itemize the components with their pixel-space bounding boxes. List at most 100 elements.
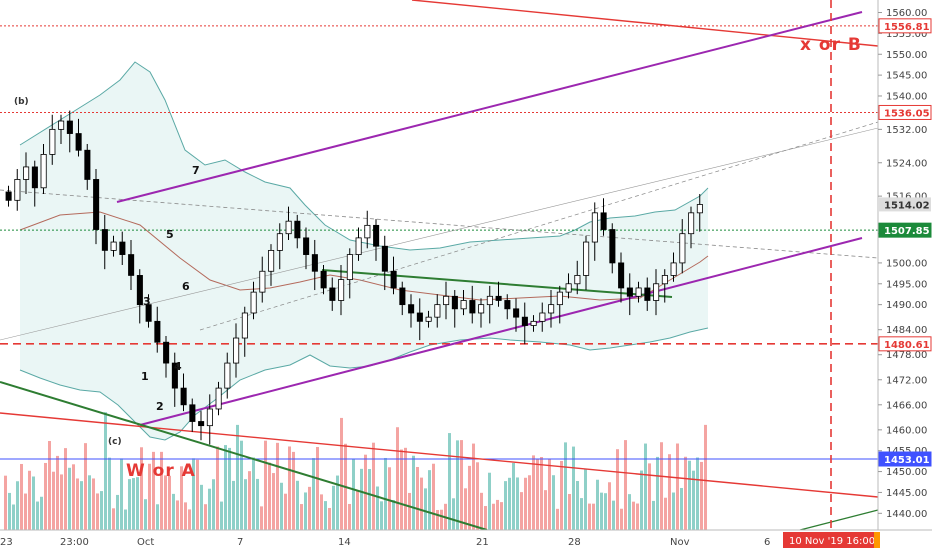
volume-bar [84, 443, 87, 530]
candle-body [583, 241, 590, 276]
price-tick-label: 1532.00 [886, 125, 927, 136]
price-tick-label: 1460.00 [886, 425, 927, 436]
volume-bar [604, 493, 607, 530]
volume-bar [464, 488, 467, 530]
volume-bar [216, 446, 219, 530]
volume-bar [100, 491, 103, 530]
volume-bar [616, 449, 619, 530]
candle-body [5, 191, 12, 201]
volume-bar [132, 478, 135, 530]
red-channel-bottom [0, 412, 879, 498]
volume-bar [96, 493, 99, 530]
price-level-tag [879, 197, 931, 212]
volume-bar [124, 509, 127, 530]
volume-bar [80, 481, 83, 530]
candle-body [469, 300, 476, 314]
volume-bar [676, 443, 679, 530]
volume-bar [304, 492, 307, 530]
candle-body [110, 241, 117, 251]
volume-bar [340, 417, 343, 530]
volume-bar [272, 473, 275, 530]
candle-body [259, 270, 266, 293]
volume-bar [704, 424, 707, 530]
candle-body [276, 233, 283, 251]
volume-bar [48, 441, 51, 530]
volume-bar [168, 475, 171, 530]
volume-bar [428, 470, 431, 530]
candle-body [145, 304, 152, 322]
candle-body [670, 262, 677, 276]
volume-bar [408, 492, 411, 530]
candle-body [618, 262, 625, 289]
volume-bar [56, 455, 59, 530]
price-level-label: 1453.01 [884, 455, 930, 466]
wave-label: 4 [174, 360, 182, 373]
time-axis[interactable]: 23 23:00 Oct 7 14 21 28 Nov 6 10 Nov '19 16:00 [0, 529, 932, 550]
volume-bar [200, 484, 203, 530]
volume-bar [548, 459, 551, 530]
price-axis[interactable]: 1440.001445.001450.001455.001460.001466.… [877, 0, 932, 550]
price-level-label: 1507.85 [884, 226, 930, 237]
wave-label: 3 [143, 295, 151, 308]
candle-body [198, 421, 205, 427]
volume-bar [440, 509, 443, 530]
volume-bar [368, 469, 371, 530]
volume-bar [580, 498, 583, 530]
purple-channel-lower [139, 237, 863, 426]
volume-bar [528, 475, 531, 530]
volume-bar [696, 457, 699, 530]
dotted-trendline-up [199, 121, 879, 331]
volume-bar [252, 457, 255, 530]
candle-body [521, 316, 528, 326]
volume-bar [352, 459, 355, 530]
candle-body [460, 300, 467, 310]
candle-body [49, 128, 56, 155]
volume-bar [480, 492, 483, 530]
price-tick-label: 1466.00 [886, 400, 927, 411]
candle-body [136, 275, 143, 306]
volume-bar [612, 500, 615, 530]
candle-body [644, 287, 651, 301]
volume-bar [500, 502, 503, 530]
time-marker-end [874, 532, 880, 548]
volume-bar [576, 481, 579, 530]
volume-bar [332, 485, 335, 530]
volume-bar [208, 488, 211, 530]
time-axis-bg [0, 530, 932, 550]
volume-bar [668, 454, 671, 530]
volume-bar [516, 477, 519, 530]
horizontal-levels [0, 25, 878, 460]
volume-bar [388, 467, 391, 530]
volume-bar [92, 478, 95, 530]
candle-body [591, 212, 598, 243]
volume-bar [624, 440, 627, 530]
volume-bar [684, 456, 687, 530]
candle-body [250, 291, 257, 314]
price-tick-label: 1484.00 [886, 325, 927, 336]
volume-bars [4, 412, 707, 530]
volume-bar [628, 494, 631, 530]
volume-bar [396, 427, 399, 530]
price-tick-label: 1495.00 [886, 279, 927, 290]
annotation-w-or-a: W or A [126, 461, 196, 481]
candle-body [451, 295, 458, 310]
volume-bar [620, 508, 623, 530]
price-tick-label: 1516.00 [886, 192, 927, 203]
candle-body [548, 304, 555, 314]
trendlines [0, 0, 879, 531]
candle-body [661, 275, 668, 285]
volume-bar [656, 456, 659, 530]
volume-bar [308, 486, 311, 530]
candle-body [23, 166, 30, 180]
candle-body [31, 166, 38, 189]
candle-body [241, 312, 248, 339]
volume-bar [520, 492, 523, 530]
volume-bar [564, 442, 567, 530]
candle-body [101, 229, 108, 251]
volume-bar [292, 451, 295, 530]
price-level-tag [878, 18, 932, 34]
volume-bar [472, 443, 475, 530]
volume-bar [592, 503, 595, 530]
candle-body [40, 154, 47, 189]
